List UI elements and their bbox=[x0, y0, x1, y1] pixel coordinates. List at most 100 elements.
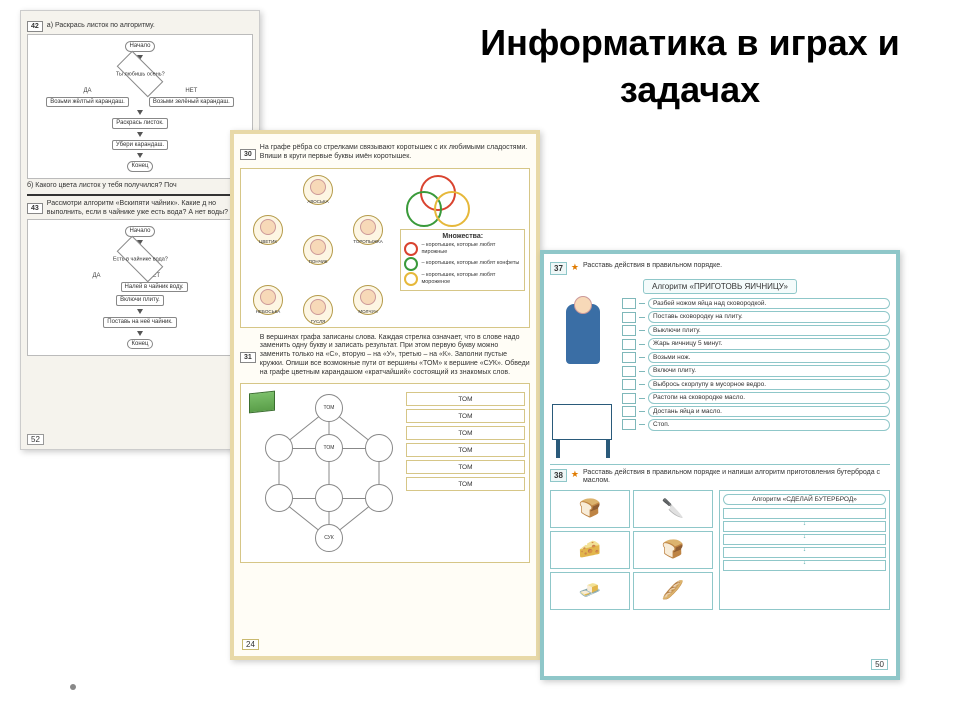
flow-end: Конец bbox=[127, 161, 154, 172]
step-text: Выбрось скорлупу в мусорное ведро. bbox=[648, 379, 890, 390]
algorithm-blank-lines bbox=[723, 508, 886, 571]
step-row: Растопи на сковородке масло. bbox=[622, 392, 890, 403]
ingredient-cell: 🍞 bbox=[550, 490, 630, 528]
task-31-header: 31 В вершинах графа записаны слова. Кажд… bbox=[240, 334, 530, 382]
word-graph-section: ТОМТОМСУК ТОМТОМТОМТОМТОМТОМ bbox=[240, 383, 530, 563]
ingredient-icon: 🧀 bbox=[579, 539, 601, 560]
task-30-header: 30 На графе рёбра со стрелками связывают… bbox=[240, 144, 530, 166]
flow-step: Возьми жёлтый карандаш. bbox=[46, 97, 129, 108]
workbook-page-graphs: 30 На графе рёбра со стрелками связывают… bbox=[230, 130, 540, 660]
step-text: Включи плиту. bbox=[648, 365, 890, 376]
dash-icon bbox=[639, 330, 645, 331]
ingredient-icon: 🥖 bbox=[662, 580, 684, 601]
task-number: 38 bbox=[550, 469, 567, 482]
task-text: Расставь действия в правильном порядке и… bbox=[583, 469, 890, 486]
graph-faces-section: АВОСЬКАЦВЕТИКТОРОПЫЖКАПОНЧИКНЕБОСЬКАМОЛЧ… bbox=[240, 168, 530, 328]
step-number-box bbox=[622, 312, 636, 323]
face-node: ГУСЛЯ bbox=[303, 295, 333, 325]
step-number-box bbox=[622, 298, 636, 309]
arrow-down-icon bbox=[137, 331, 143, 336]
step-row: Достань яйца и масло. bbox=[622, 406, 890, 417]
task-number: 30 bbox=[240, 149, 256, 160]
algorithm-blank-line bbox=[723, 547, 886, 558]
flow-start: Начало bbox=[125, 226, 156, 237]
ingredient-icon: 🧈 bbox=[579, 580, 601, 601]
flow-step: Возьми зелёный карандаш. bbox=[149, 97, 234, 108]
flow-start: Начало bbox=[125, 41, 156, 52]
face-node: ПОНЧИК bbox=[303, 235, 333, 265]
arrow-down-icon bbox=[137, 132, 143, 137]
step-text: Растопи на сковородке масло. bbox=[648, 392, 890, 403]
step-row: Возьми нож. bbox=[622, 352, 890, 363]
ingredient-cell: 🔪 bbox=[633, 490, 713, 528]
step-row: Включи плиту. bbox=[622, 365, 890, 376]
task-text: Расставь действия в правильном порядке. bbox=[583, 262, 890, 270]
graph-node bbox=[365, 484, 393, 512]
dash-icon bbox=[639, 424, 645, 425]
step-row: Разбей ножом яйца над сковородкой. bbox=[622, 298, 890, 309]
set-label: – коротышек, которые любят пирожные bbox=[421, 242, 521, 254]
arrow-down-icon bbox=[137, 110, 143, 115]
set-legend-row: – коротышек, которые любят пирожные bbox=[404, 242, 521, 256]
task-number: 42 bbox=[27, 21, 43, 32]
workbook-page-algorithm: 37 ★ Расставь действия в правильном поря… bbox=[540, 250, 900, 680]
step-text: Разбей ножом яйца над сковородкой. bbox=[648, 298, 890, 309]
set-color-icon bbox=[404, 272, 418, 286]
workbook-page-flowcharts: 42 a) Раскрась листок по алгоритму. Нача… bbox=[20, 10, 260, 450]
face-node: ТОРОПЫЖКА bbox=[353, 215, 383, 245]
flow-step: Раскрась листок. bbox=[112, 118, 167, 129]
stove-icon bbox=[552, 404, 612, 440]
task-43-header: 43 Рассмотри алгоритм «Вскипяти чайник».… bbox=[27, 200, 253, 217]
word-output-list: ТОМТОМТОМТОМТОМТОМ bbox=[406, 388, 525, 558]
ingredient-cell: 🧀 bbox=[550, 531, 630, 569]
slide-title: Информатика в играх и задачах bbox=[480, 20, 900, 114]
step-text: Стоп. bbox=[648, 419, 890, 430]
word-graph: ТОМТОМСУК bbox=[245, 388, 400, 558]
ingredient-cell: 🥖 bbox=[633, 572, 713, 610]
task-number: 37 bbox=[550, 262, 567, 275]
word-output-box: ТОМ bbox=[406, 477, 525, 491]
task-number: 31 bbox=[240, 352, 256, 363]
sandwich-algorithm-box: Алгоритм «СДЕЛАЙ БУТЕРБРОД» bbox=[719, 490, 890, 610]
sets-title: Множества: bbox=[404, 233, 521, 240]
word-output-box: ТОМ bbox=[406, 460, 525, 474]
set-label: – коротышек, которые любят мороженое bbox=[421, 272, 521, 284]
dash-icon bbox=[639, 411, 645, 412]
flow-step: Убери карандаш. bbox=[112, 140, 168, 151]
word-output-box: ТОМ bbox=[406, 392, 525, 406]
step-number-box bbox=[622, 379, 636, 390]
sandwich-section: 🍞🔪🧀🍞🧈🥖 Алгоритм «СДЕЛАЙ БУТЕРБРОД» bbox=[550, 490, 890, 610]
dash-icon bbox=[639, 384, 645, 385]
step-number-box bbox=[622, 419, 636, 430]
word-output-box: ТОМ bbox=[406, 426, 525, 440]
face-node: МОЛЧУН bbox=[353, 285, 383, 315]
book-icon bbox=[249, 391, 275, 414]
step-text: Возьми нож. bbox=[648, 352, 890, 363]
flow-step: Поставь на неё чайник. bbox=[103, 317, 176, 328]
ingredients-grid: 🍞🔪🧀🍞🧈🥖 bbox=[550, 490, 713, 610]
ingredient-icon: 🔪 bbox=[662, 498, 684, 519]
step-row: Жарь яичницу 5 минут. bbox=[622, 338, 890, 349]
face-node: АВОСЬКА bbox=[303, 175, 333, 205]
flow-step: Налей в чайник воду. bbox=[121, 282, 188, 293]
divider bbox=[27, 194, 253, 196]
sets-legend: Множества: – коротышек, которые любят пи… bbox=[400, 229, 525, 291]
task-38-header: 38 ★ Расставь действия в правильном поря… bbox=[550, 469, 890, 486]
branch-no-label: НЕТ bbox=[185, 88, 197, 94]
algorithm-blank-line bbox=[723, 560, 886, 571]
algorithm-body: Разбей ножом яйца над сковородкой.Постав… bbox=[550, 298, 890, 458]
dash-icon bbox=[639, 303, 645, 304]
algorithm-blank-line bbox=[723, 534, 886, 545]
algorithm-steps-list: Разбей ножом яйца над сковородкой.Постав… bbox=[622, 298, 890, 458]
sets-panel: Множества: – коротышек, которые любят пи… bbox=[400, 173, 525, 323]
algorithm-title: Алгоритм «ПРИГОТОВЬ ЯИЧНИЦУ» bbox=[643, 279, 797, 294]
page-number: 52 bbox=[27, 434, 44, 445]
set-color-icon bbox=[404, 257, 418, 271]
set-color-icon bbox=[404, 242, 418, 256]
step-number-box bbox=[622, 393, 636, 404]
step-number-box bbox=[622, 366, 636, 377]
dash-icon bbox=[639, 357, 645, 358]
dash-icon bbox=[639, 344, 645, 345]
decision-text: Есть в чайнике вода? bbox=[113, 256, 168, 262]
table-leg-icon bbox=[556, 440, 560, 458]
